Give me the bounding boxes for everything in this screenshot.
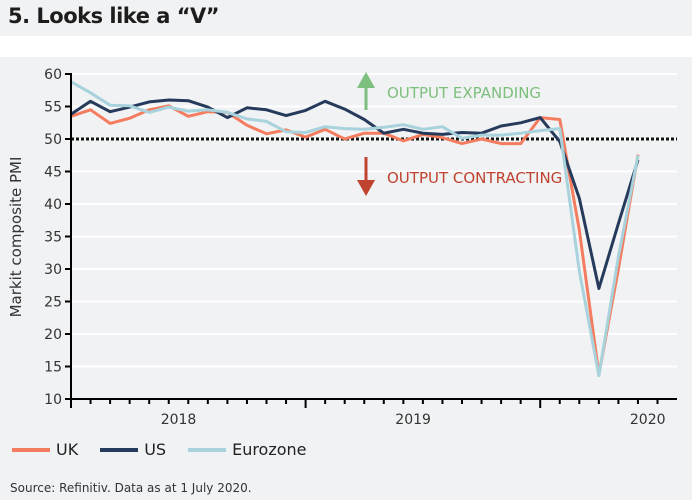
- x-tick-label: 2018: [161, 412, 197, 428]
- series-line-eurozone: [70, 80, 640, 378]
- legend-swatch-uk: [12, 447, 50, 452]
- x-tick-label: 2020: [630, 412, 666, 428]
- chart-panel: [0, 57, 692, 500]
- y-tick-label: 10: [44, 392, 62, 408]
- series-line-us: [70, 98, 640, 290]
- legend-swatch-eurozone: [188, 447, 227, 452]
- y-tick-label: 40: [44, 197, 62, 213]
- contracting-arrow-icon: [357, 157, 375, 196]
- x-tick-label: 2019: [395, 412, 431, 428]
- y-axis-label: Markit composite PMI: [7, 157, 25, 318]
- legend-label-uk: UK: [56, 440, 79, 459]
- legend-label-us: US: [144, 440, 167, 459]
- legend: UK US Eurozone: [12, 440, 307, 459]
- chart-title: 5. Looks like a “V”: [8, 4, 220, 28]
- y-tick-label: 45: [44, 165, 62, 181]
- legend-item-uk: UK: [12, 440, 78, 459]
- legend-item-us: US: [100, 440, 166, 459]
- legend-label-eurozone: Eurozone: [232, 440, 307, 459]
- annotation-contracting: OUTPUT CONTRACTING: [387, 169, 562, 187]
- y-tick-label: 20: [44, 327, 62, 343]
- title-bar: 5. Looks like a “V”: [0, 0, 692, 36]
- y-tick-label: 15: [44, 360, 62, 376]
- source-note: Source: Refinitiv. Data as at 1 July 202…: [10, 481, 252, 495]
- legend-item-eurozone: Eurozone: [188, 440, 307, 459]
- y-tick-label: 50: [44, 132, 62, 148]
- y-tick-label: 35: [44, 230, 62, 246]
- y-tick-label: 25: [44, 295, 62, 311]
- legend-swatch-us: [100, 447, 139, 452]
- y-tick-label: 30: [44, 262, 62, 278]
- y-tick-label: 60: [44, 67, 62, 83]
- y-tick-label: 55: [44, 100, 62, 116]
- expanding-arrow-icon: [357, 72, 375, 110]
- annotation-expanding: OUTPUT EXPANDING: [387, 84, 541, 102]
